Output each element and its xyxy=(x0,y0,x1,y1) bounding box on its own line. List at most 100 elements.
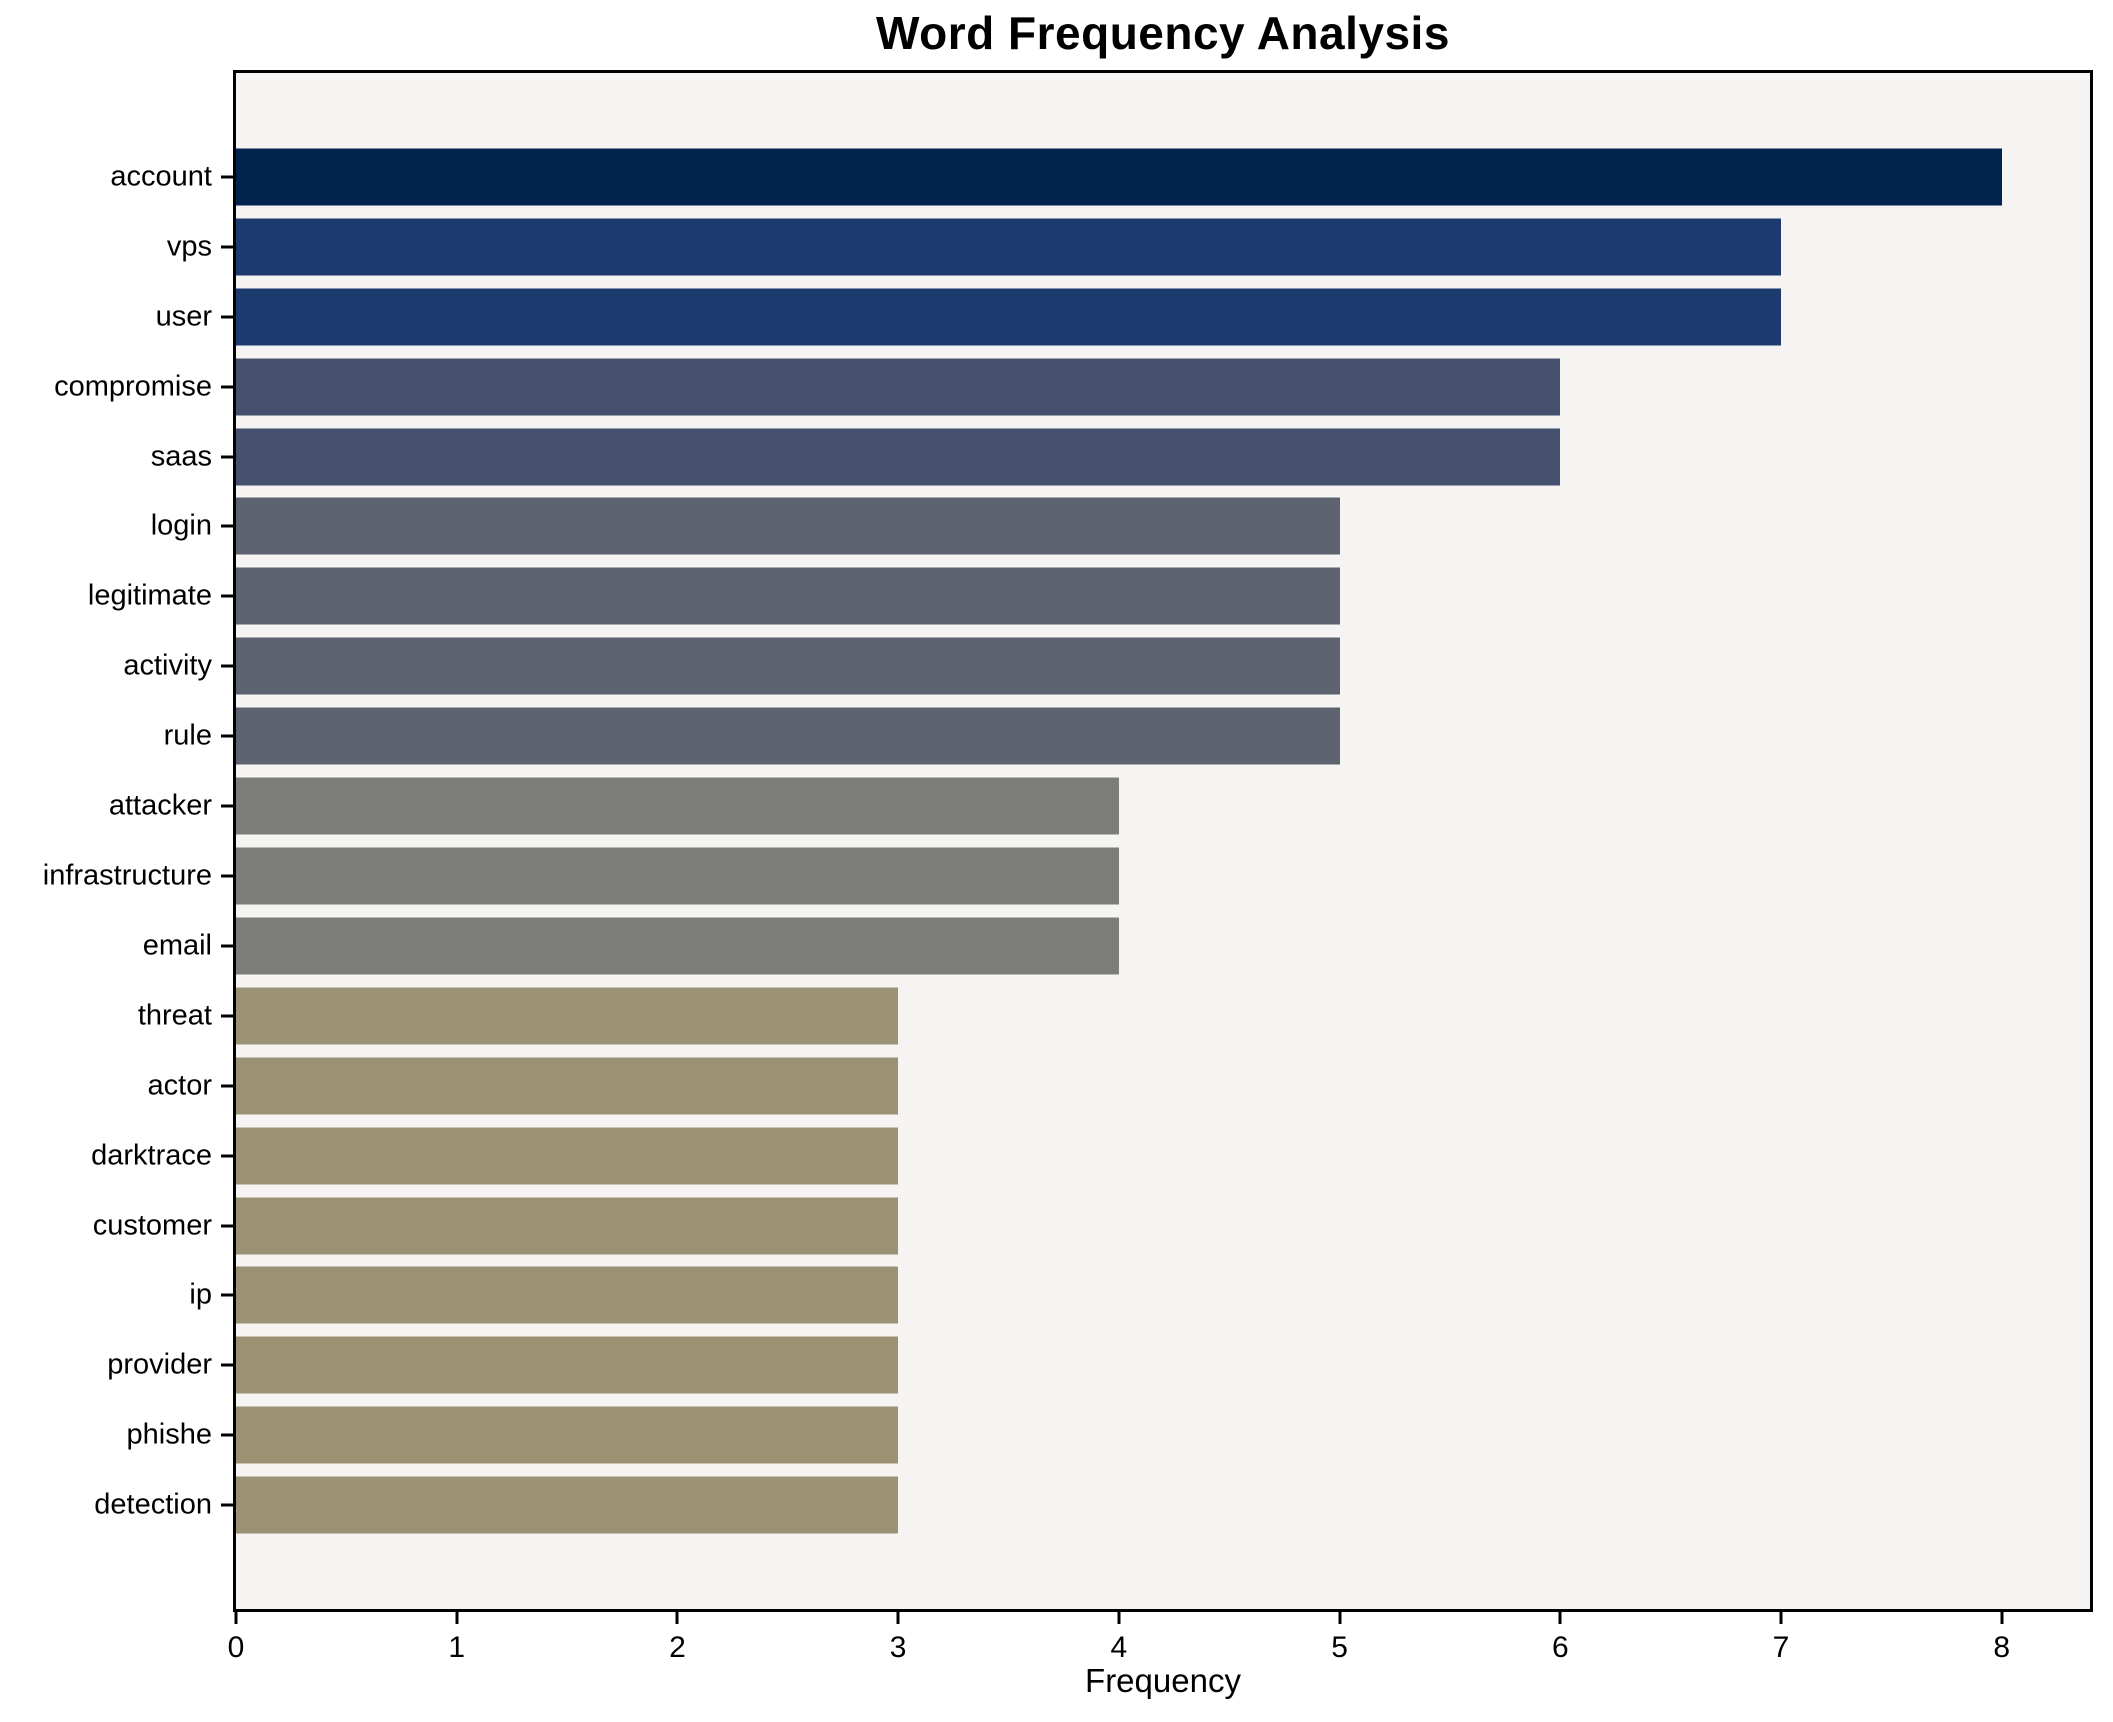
x-tick-mark xyxy=(234,1612,238,1624)
y-tick-mark xyxy=(221,455,233,459)
y-tick-mark xyxy=(221,1503,233,1507)
y-tick-mark xyxy=(221,1224,233,1228)
bar-row: threat xyxy=(138,981,2090,1051)
x-tick-label: 7 xyxy=(1772,1631,1790,1664)
bar-attacker xyxy=(236,777,1119,835)
y-tick-label: infrastructure xyxy=(42,859,212,892)
y-tick-mark xyxy=(221,1363,233,1367)
y-tick-label: login xyxy=(150,509,212,542)
bar-vps xyxy=(236,218,1781,276)
bar-detection xyxy=(236,1476,899,1534)
y-tick-mark xyxy=(221,524,233,528)
y-tick-mark xyxy=(221,734,233,738)
x-axis-label: Frequency xyxy=(1085,1662,1241,1699)
bar-activity xyxy=(236,637,1340,695)
x-tick-mark xyxy=(1779,1612,1783,1624)
y-tick-mark xyxy=(221,1433,233,1437)
bar-provider xyxy=(236,1336,899,1394)
y-tick-label: customer xyxy=(92,1209,212,1242)
x-tick-mark xyxy=(1117,1612,1121,1624)
bar-row: user xyxy=(156,282,2090,352)
y-tick-mark xyxy=(221,664,233,668)
bar-account xyxy=(236,148,2002,206)
y-tick-label: rule xyxy=(163,719,212,752)
x-tick-label: 1 xyxy=(448,1631,466,1664)
x-tick-label: 6 xyxy=(1551,1631,1569,1664)
bar-row: darktrace xyxy=(91,1121,2090,1191)
y-tick-label: attacker xyxy=(108,789,212,822)
x-tick-mark xyxy=(896,1612,900,1624)
y-tick-label: account xyxy=(110,160,212,193)
bar-row: phishe xyxy=(127,1400,2090,1470)
x-tick-mark xyxy=(1558,1612,1562,1624)
y-tick-label: user xyxy=(155,300,212,333)
bar-row: customer xyxy=(93,1191,2090,1261)
y-tick-label: legitimate xyxy=(87,579,212,612)
y-tick-mark xyxy=(221,385,233,389)
x-tick-mark xyxy=(1338,1612,1342,1624)
bar-row: compromise xyxy=(54,352,2090,422)
y-tick-mark xyxy=(221,315,233,319)
bar-phishe xyxy=(236,1406,899,1464)
y-tick-mark xyxy=(221,594,233,598)
bar-legitimate xyxy=(236,567,1340,625)
y-tick-label: darktrace xyxy=(91,1139,212,1172)
x-tick-label: 4 xyxy=(1110,1631,1128,1664)
y-tick-label: ip xyxy=(189,1278,212,1311)
bar-row: email xyxy=(143,911,2090,981)
bar-actor xyxy=(236,1057,899,1115)
y-tick-label: phishe xyxy=(126,1418,212,1451)
y-tick-label: activity xyxy=(123,649,212,682)
x-tick-label: 2 xyxy=(669,1631,686,1664)
bar-customer xyxy=(236,1197,899,1255)
y-tick-mark xyxy=(221,245,233,249)
x-tick-label: 8 xyxy=(1993,1631,2011,1664)
x-tick-mark xyxy=(2000,1612,2004,1624)
bar-row: actor xyxy=(148,1051,2090,1121)
bar-row: legitimate xyxy=(88,561,2090,631)
y-tick-mark xyxy=(221,1084,233,1088)
y-tick-label: detection xyxy=(94,1488,212,1521)
bar-rule xyxy=(236,707,1340,765)
y-tick-mark xyxy=(221,1293,233,1297)
x-tick-label: 0 xyxy=(227,1631,245,1664)
bar-row: provider xyxy=(107,1330,2090,1400)
x-tick-mark xyxy=(455,1612,459,1624)
y-tick-label: email xyxy=(142,929,212,962)
y-tick-mark xyxy=(221,175,233,179)
y-tick-label: vps xyxy=(166,230,212,263)
bar-row: infrastructure xyxy=(43,841,2090,911)
bar-infrastructure xyxy=(236,847,1119,905)
y-tick-label: compromise xyxy=(54,370,212,403)
x-tick-label: 3 xyxy=(889,1631,907,1664)
bar-row: detection xyxy=(94,1470,2090,1540)
bar-email xyxy=(236,917,1119,975)
x-tick-mark xyxy=(675,1612,679,1624)
y-tick-label: saas xyxy=(150,440,212,473)
bar-row: account xyxy=(110,142,2090,212)
bar-row: attacker xyxy=(109,771,2090,841)
bar-row: saas xyxy=(151,422,2090,492)
bar-row: activity xyxy=(123,631,2090,701)
y-tick-label: threat xyxy=(137,999,212,1032)
y-tick-label: actor xyxy=(147,1069,212,1102)
x-tick-label: 5 xyxy=(1331,1631,1348,1664)
bar-darktrace xyxy=(236,1127,899,1185)
plot-area: account vps user compromise saas login legitim… xyxy=(43,70,2093,1664)
bar-row: rule xyxy=(164,701,2090,771)
bars-container: account vps user compromise saas login legitim… xyxy=(43,73,2090,1609)
y-tick-mark xyxy=(221,944,233,948)
bar-saas xyxy=(236,428,1561,486)
bar-login xyxy=(236,497,1340,555)
bar-ip xyxy=(236,1266,899,1324)
bar-user xyxy=(236,288,1781,346)
bar-threat xyxy=(236,987,899,1045)
chart-title: Word Frequency Analysis xyxy=(876,7,1450,59)
bar-row: login xyxy=(151,492,2090,562)
y-tick-mark xyxy=(221,1154,233,1158)
y-tick-label: provider xyxy=(107,1348,212,1381)
y-tick-mark xyxy=(221,804,233,808)
bar-compromise xyxy=(236,358,1561,416)
bar-row: vps xyxy=(167,212,2090,282)
